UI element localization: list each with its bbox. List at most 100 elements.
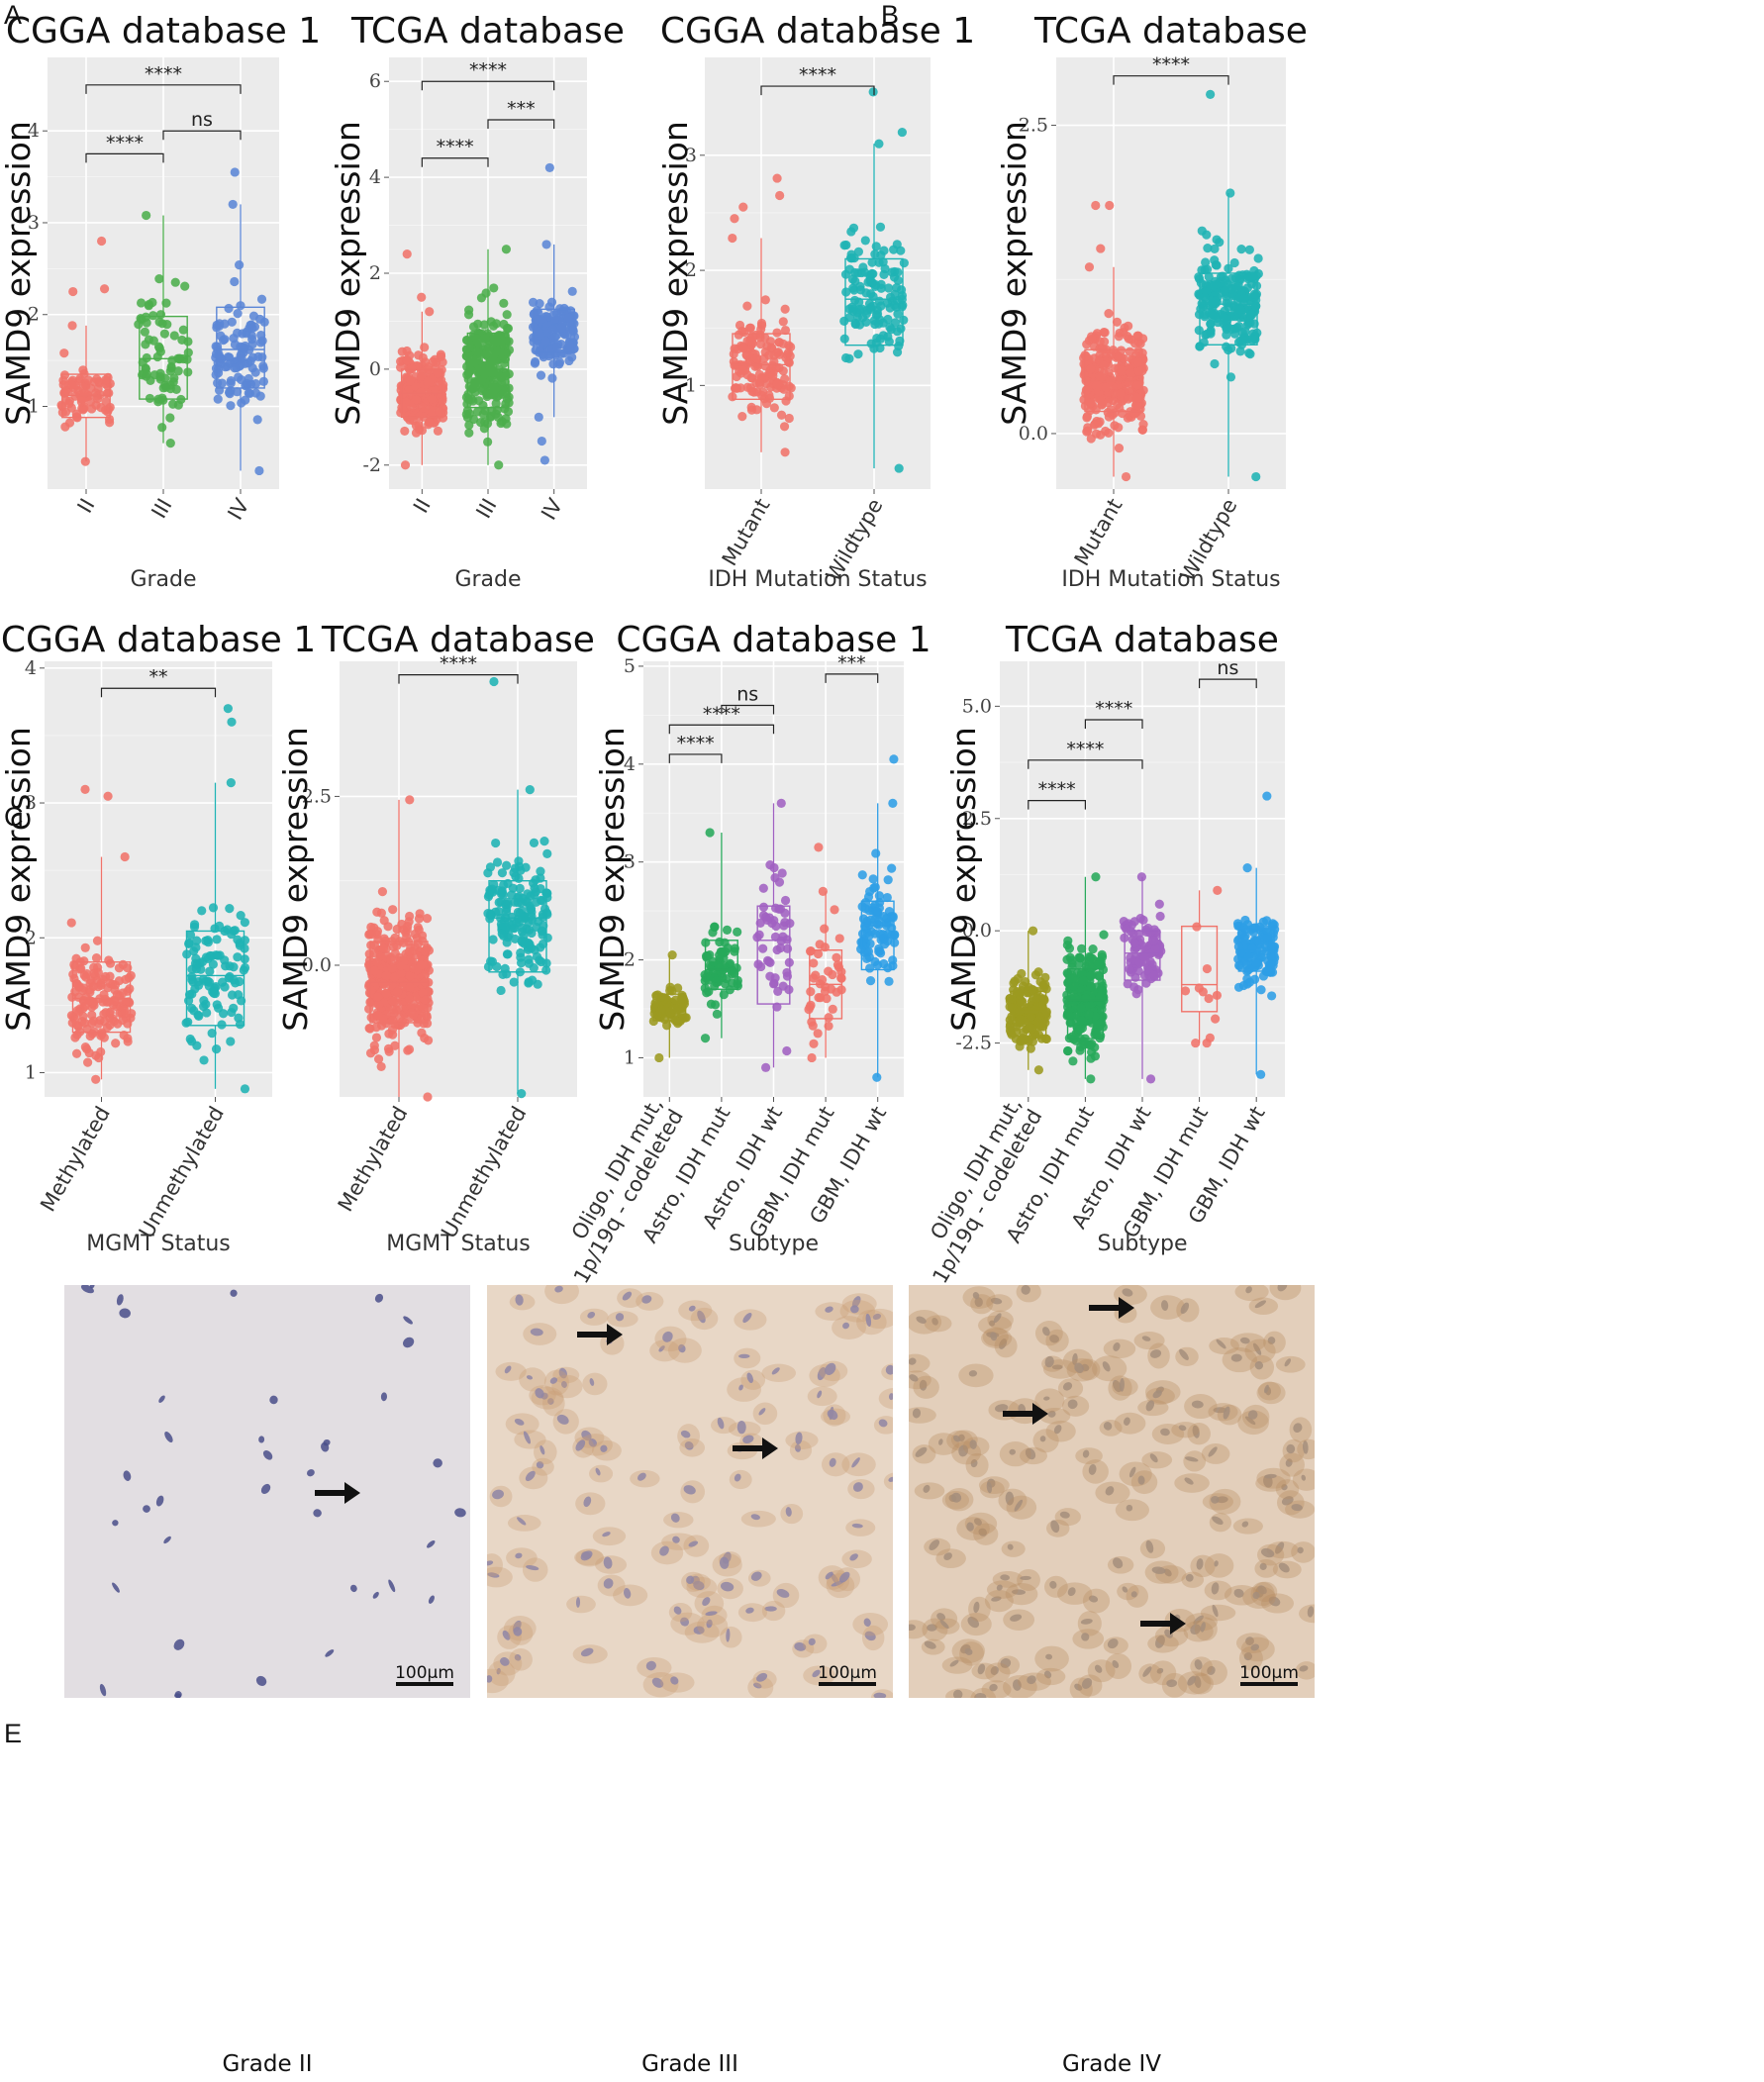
data-point bbox=[192, 936, 202, 945]
cell-cytoplasm bbox=[841, 1549, 872, 1569]
data-point bbox=[415, 909, 425, 919]
data-point bbox=[80, 1042, 90, 1052]
cell-cytoplasm bbox=[807, 1386, 837, 1407]
data-point bbox=[1104, 309, 1114, 319]
data-point bbox=[1206, 319, 1216, 329]
data-point bbox=[197, 906, 207, 916]
data-point bbox=[226, 778, 236, 788]
y-tick-label: 3 bbox=[685, 145, 697, 166]
cell-cytoplasm bbox=[737, 1603, 768, 1623]
data-point bbox=[165, 413, 175, 423]
data-point bbox=[199, 1055, 209, 1065]
data-point bbox=[464, 305, 474, 315]
data-point bbox=[420, 1033, 430, 1043]
chart-title: TCGA database bbox=[321, 620, 595, 660]
data-point bbox=[364, 1004, 374, 1014]
data-point bbox=[423, 1092, 433, 1102]
data-point bbox=[408, 416, 418, 426]
x-tick-label-line: Methylated bbox=[36, 1103, 115, 1216]
significance-label: **** bbox=[703, 703, 740, 725]
y-tick-label: 4 bbox=[369, 166, 381, 188]
data-point bbox=[404, 1044, 415, 1054]
data-point bbox=[212, 935, 222, 944]
significance-bracket: ** bbox=[100, 666, 217, 698]
x-tick-label: IV bbox=[537, 494, 567, 524]
data-point bbox=[466, 394, 477, 404]
box-group bbox=[728, 173, 796, 457]
data-point bbox=[824, 966, 833, 976]
data-point bbox=[878, 911, 889, 922]
data-point bbox=[230, 276, 240, 287]
data-point bbox=[1201, 257, 1211, 267]
significance-label: **** bbox=[469, 59, 507, 81]
data-point bbox=[221, 362, 231, 372]
data-point bbox=[224, 387, 235, 397]
data-point bbox=[136, 298, 147, 308]
data-point bbox=[462, 413, 472, 423]
data-point bbox=[99, 284, 110, 294]
data-point bbox=[1124, 378, 1133, 388]
data-point bbox=[517, 937, 528, 947]
data-point bbox=[865, 302, 876, 313]
data-point bbox=[809, 958, 819, 968]
data-point bbox=[230, 363, 240, 373]
data-point bbox=[1122, 924, 1131, 934]
significance-label: **** bbox=[1095, 698, 1132, 720]
data-point bbox=[366, 922, 376, 933]
data-point bbox=[1239, 294, 1249, 304]
data-point bbox=[240, 954, 249, 964]
data-point bbox=[187, 989, 197, 999]
significance-label: **** bbox=[145, 63, 182, 85]
x-tick-label-line: II bbox=[73, 495, 100, 518]
data-point bbox=[774, 362, 784, 373]
chart-title: CGGA database 1 bbox=[616, 620, 931, 660]
data-point bbox=[655, 1006, 665, 1017]
data-point bbox=[499, 319, 509, 330]
data-point bbox=[1089, 420, 1100, 430]
data-point bbox=[85, 985, 95, 995]
data-point bbox=[1149, 970, 1159, 980]
box-iqr bbox=[185, 930, 245, 1027]
data-point bbox=[433, 368, 442, 378]
data-point bbox=[236, 911, 245, 921]
y-tick-label: 0.0 bbox=[302, 954, 332, 976]
data-point bbox=[860, 267, 870, 277]
data-point bbox=[378, 943, 389, 953]
data-point bbox=[1063, 1045, 1073, 1056]
data-point bbox=[779, 422, 790, 432]
data-point bbox=[157, 319, 167, 329]
y-axis-label: SAMD9 expression bbox=[944, 727, 983, 1032]
significance-label: **** bbox=[1066, 739, 1104, 760]
data-point bbox=[760, 361, 770, 371]
panel-label-a: A bbox=[4, 0, 22, 30]
data-point bbox=[185, 930, 196, 940]
data-point bbox=[547, 373, 557, 383]
data-point bbox=[494, 906, 504, 917]
data-point bbox=[879, 958, 889, 969]
data-point bbox=[772, 328, 782, 338]
x-tick-label-line: Mutant bbox=[1070, 495, 1127, 570]
data-point bbox=[820, 986, 831, 996]
data-point bbox=[214, 364, 224, 374]
data-point bbox=[1206, 89, 1216, 99]
data-point bbox=[1086, 971, 1096, 981]
data-point bbox=[760, 333, 770, 343]
data-point bbox=[502, 419, 512, 429]
x-tick-label-line: Mutant bbox=[718, 495, 775, 570]
data-point bbox=[226, 376, 236, 386]
data-point bbox=[1112, 317, 1123, 327]
data-point bbox=[201, 999, 211, 1009]
data-point bbox=[242, 378, 251, 388]
significance-bracket: **** bbox=[760, 64, 875, 96]
data-point bbox=[1211, 260, 1221, 270]
data-point bbox=[1250, 335, 1260, 345]
x-tick-label: Methylated bbox=[36, 1103, 115, 1216]
data-point bbox=[1090, 1051, 1101, 1061]
data-point bbox=[1141, 927, 1151, 937]
data-point bbox=[187, 1037, 197, 1046]
data-point bbox=[502, 310, 512, 320]
panel-label-c: C bbox=[4, 802, 24, 832]
data-point bbox=[737, 365, 747, 375]
data-point bbox=[1082, 413, 1092, 423]
